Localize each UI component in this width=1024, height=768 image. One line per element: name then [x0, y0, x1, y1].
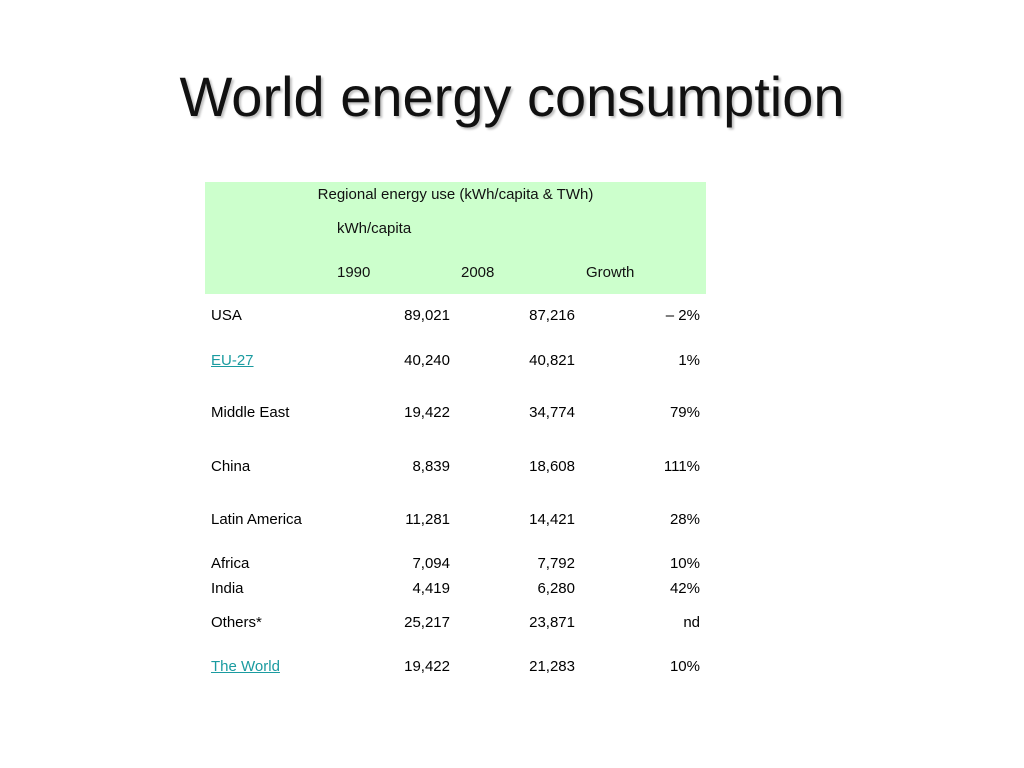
region-link-the-world[interactable]: The World	[211, 658, 280, 675]
value-1990: 25,217	[404, 614, 450, 631]
table-subtitle: kWh/capita	[337, 220, 412, 237]
value-growth: 10%	[669, 658, 700, 675]
table-header: Regional energy use (kWh/capita & TWh) k…	[205, 182, 706, 294]
value-growth: 10%	[669, 555, 700, 572]
value-growth: 79%	[669, 404, 700, 421]
region-name: India	[211, 580, 244, 597]
value-1990: 19,422	[404, 658, 450, 675]
column-header-growth: Growth	[586, 264, 635, 281]
value-growth: 28%	[669, 511, 700, 528]
table-row: USA 89,021 87,216 – 2%	[205, 306, 706, 326]
value-2008: 87,216	[529, 307, 575, 324]
column-header-1990: 1990	[337, 264, 371, 281]
region-name: USA	[211, 307, 242, 324]
value-1990: 11,281	[405, 511, 450, 528]
table-title: Regional energy use (kWh/capita & TWh)	[317, 186, 594, 203]
value-2008: 21,283	[529, 658, 575, 675]
value-2008: 7,792	[537, 555, 575, 572]
value-growth: 42%	[669, 580, 700, 597]
value-2008: 34,774	[529, 404, 575, 421]
value-2008: 40,821	[529, 352, 575, 369]
value-1990: 8,839	[412, 458, 450, 475]
region-name: Middle East	[211, 404, 290, 421]
table-row: Others* 25,217 23,871 nd	[205, 613, 706, 633]
slide-title: World energy consumption	[179, 65, 845, 128]
value-growth: nd	[683, 614, 700, 631]
value-2008: 23,871	[529, 614, 575, 631]
column-header-2008: 2008	[461, 264, 495, 281]
table-row: Africa 7,094 7,792 10%	[205, 554, 706, 574]
value-growth: 111%	[663, 458, 700, 475]
table-row: The World 19,422 21,283 10%	[205, 657, 706, 677]
value-2008: 6,280	[537, 580, 575, 597]
region-name: China	[211, 458, 251, 475]
table-row: India 4,419 6,280 42%	[205, 579, 706, 599]
region-name: Africa	[211, 555, 250, 572]
value-1990: 40,240	[404, 352, 450, 369]
table-row: Latin America 11,281 14,421 28%	[205, 510, 706, 530]
region-link-eu27[interactable]: EU-27	[211, 352, 254, 369]
value-2008: 18,608	[529, 458, 575, 475]
value-1990: 4,419	[412, 580, 450, 597]
region-name: Latin America	[211, 511, 302, 528]
value-2008: 14,421	[529, 511, 575, 528]
value-growth: 1%	[678, 352, 700, 369]
value-1990: 19,422	[404, 404, 450, 421]
region-name: Others*	[211, 614, 262, 631]
value-growth: – 2%	[665, 307, 700, 324]
value-1990: 7,094	[412, 555, 450, 572]
table-row: Middle East 19,422 34,774 79%	[205, 403, 706, 423]
table-row: China 8,839 18,608 111%	[205, 457, 706, 477]
table-row: EU-27 40,240 40,821 1%	[205, 351, 706, 371]
value-1990: 89,021	[404, 307, 450, 324]
